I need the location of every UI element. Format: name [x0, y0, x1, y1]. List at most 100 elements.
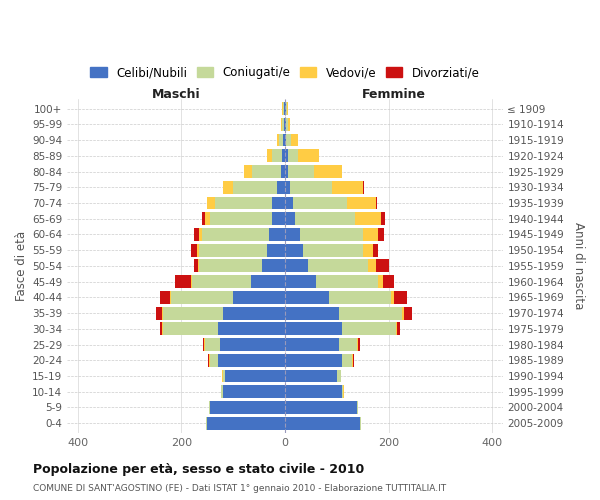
Bar [373, 244, 378, 256]
Bar [284, 102, 285, 115]
Bar [202, 212, 205, 225]
Text: Maschi: Maschi [152, 88, 200, 101]
Bar [207, 196, 215, 209]
Bar [210, 212, 272, 225]
Bar [285, 401, 358, 414]
Bar [337, 370, 341, 382]
Bar [285, 275, 316, 288]
Bar [360, 417, 361, 430]
Bar [340, 338, 358, 351]
Bar [285, 165, 288, 178]
Bar [206, 417, 207, 430]
Bar [381, 212, 385, 225]
Bar [197, 244, 199, 256]
Bar [272, 196, 285, 209]
Bar [272, 212, 285, 225]
Bar [353, 354, 355, 366]
Bar [378, 275, 383, 288]
Bar [287, 150, 298, 162]
Bar [347, 196, 376, 209]
Bar [285, 417, 360, 430]
Bar [267, 244, 285, 256]
Bar [285, 386, 342, 398]
Bar [293, 196, 347, 209]
Bar [160, 291, 170, 304]
Bar [283, 134, 285, 146]
Bar [285, 181, 290, 194]
Bar [285, 212, 295, 225]
Bar [207, 417, 285, 430]
Bar [285, 306, 340, 320]
Bar [286, 118, 287, 131]
Bar [298, 150, 319, 162]
Bar [285, 322, 342, 336]
Bar [285, 228, 301, 241]
Bar [163, 322, 218, 336]
Bar [226, 370, 285, 382]
Bar [286, 134, 290, 146]
Bar [316, 275, 378, 288]
Bar [332, 181, 362, 194]
Bar [163, 306, 223, 320]
Bar [171, 291, 233, 304]
Bar [284, 118, 285, 131]
Bar [279, 134, 283, 146]
Bar [340, 306, 401, 320]
Bar [342, 386, 343, 398]
Bar [342, 322, 397, 336]
Bar [358, 338, 359, 351]
Bar [314, 165, 343, 178]
Bar [283, 118, 284, 131]
Bar [287, 118, 290, 131]
Bar [175, 275, 191, 288]
Bar [383, 275, 394, 288]
Bar [218, 354, 285, 366]
Bar [221, 386, 223, 398]
Bar [220, 338, 285, 351]
Bar [162, 306, 163, 320]
Bar [208, 354, 209, 366]
Bar [362, 228, 378, 241]
Bar [252, 165, 281, 178]
Bar [290, 181, 332, 194]
Bar [281, 165, 285, 178]
Bar [368, 260, 376, 272]
Bar [281, 118, 283, 131]
Bar [285, 354, 342, 366]
Bar [285, 134, 286, 146]
Bar [401, 306, 404, 320]
Bar [205, 338, 220, 351]
Bar [287, 102, 288, 115]
Bar [295, 212, 355, 225]
Bar [355, 212, 381, 225]
Bar [267, 150, 272, 162]
Bar [285, 244, 303, 256]
Bar [290, 134, 298, 146]
Bar [283, 102, 284, 115]
Bar [218, 322, 285, 336]
Bar [288, 165, 314, 178]
Bar [262, 260, 285, 272]
Bar [194, 260, 199, 272]
Bar [215, 196, 272, 209]
Bar [376, 260, 389, 272]
Bar [251, 275, 285, 288]
Bar [308, 260, 368, 272]
Bar [285, 370, 337, 382]
Text: Popolazione per età, sesso e stato civile - 2010: Popolazione per età, sesso e stato civil… [33, 462, 364, 475]
Bar [285, 338, 340, 351]
Text: Femmine: Femmine [362, 88, 426, 101]
Bar [269, 228, 285, 241]
Bar [286, 102, 287, 115]
Bar [203, 338, 205, 351]
Bar [160, 322, 162, 336]
Bar [285, 291, 329, 304]
Bar [285, 118, 286, 131]
Y-axis label: Fasce di età: Fasce di età [15, 231, 28, 301]
Bar [303, 244, 362, 256]
Bar [285, 196, 293, 209]
Bar [244, 165, 252, 178]
Text: COMUNE DI SANT'AGOSTINO (FE) - Dati ISTAT 1° gennaio 2010 - Elaborazione TUTTITA: COMUNE DI SANT'AGOSTINO (FE) - Dati ISTA… [33, 484, 446, 493]
Bar [199, 260, 262, 272]
Bar [391, 291, 394, 304]
